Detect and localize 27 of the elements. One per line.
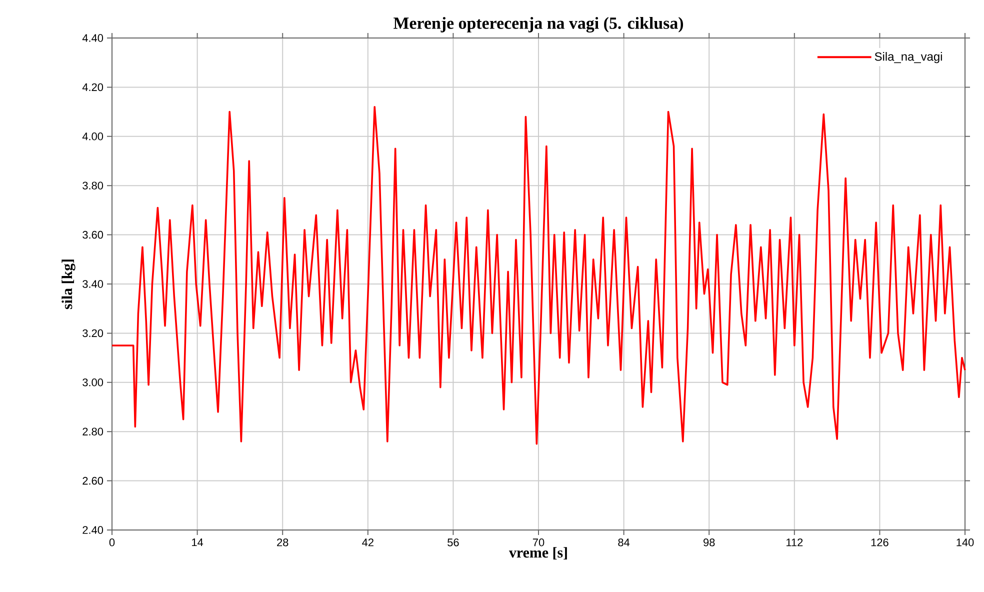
y-tick-label: 3.00 bbox=[82, 378, 104, 386]
y-axis-title: sila [kg] bbox=[62, 260, 76, 310]
x-axis-title: vreme [s] bbox=[508, 547, 567, 560]
x-tick-label: 112 bbox=[786, 538, 803, 546]
y-tick-label: 4.40 bbox=[82, 34, 104, 42]
x-tick-label: 56 bbox=[448, 538, 459, 546]
y-tick-label: 3.20 bbox=[82, 329, 104, 338]
y-tick-label: 2.80 bbox=[82, 428, 104, 436]
y-tick-label: 4.20 bbox=[82, 83, 104, 92]
legend-label: Sila_na_vagi bbox=[874, 52, 942, 64]
x-tick-label: 98 bbox=[704, 538, 715, 546]
y-tick-label: 2.40 bbox=[82, 526, 104, 534]
x-tick-label: 70 bbox=[532, 538, 544, 546]
x-tick-label: 28 bbox=[277, 538, 288, 546]
x-tick-label: 84 bbox=[618, 538, 630, 546]
y-tick-label: 3.60 bbox=[82, 230, 104, 239]
x-tick-label: 126 bbox=[871, 538, 888, 546]
y-tick-label: 3.80 bbox=[82, 182, 104, 190]
x-tick-label: 140 bbox=[956, 538, 974, 546]
x-tick-label: 0 bbox=[109, 538, 115, 546]
line-series bbox=[111, 106, 966, 445]
y-tick-label: 4.00 bbox=[82, 132, 104, 140]
y-tick-label: 3.40 bbox=[82, 280, 104, 288]
x-tick-label: 14 bbox=[192, 538, 204, 546]
x-tick-label: 42 bbox=[362, 538, 374, 546]
y-tick-label: 2.60 bbox=[82, 476, 104, 485]
chart-title: Merenje opterecenja na vagi (5. ciklusa) bbox=[394, 17, 684, 32]
